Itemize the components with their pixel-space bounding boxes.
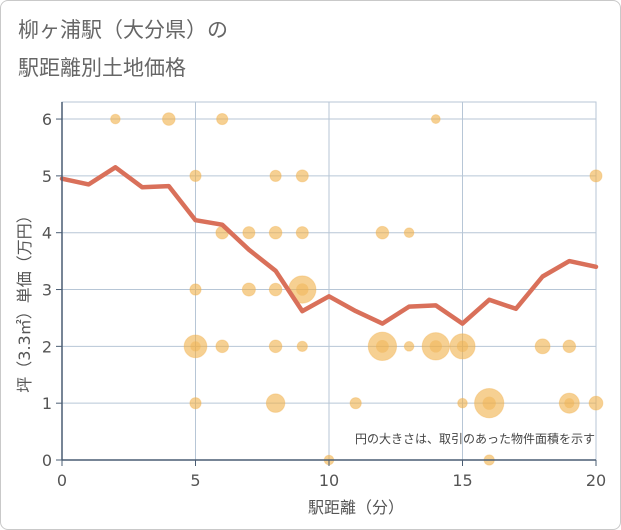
bubble-point: [269, 169, 282, 182]
bubble-point: [375, 225, 390, 240]
bubble-point: [430, 114, 441, 124]
bubble-point: [295, 169, 309, 183]
y-tick-label: 0: [42, 451, 52, 470]
bubble-point: [268, 282, 283, 297]
bubble-point: [296, 340, 308, 352]
bubble-point: [216, 112, 229, 126]
bubble-point-inner: [429, 340, 442, 353]
bubble-point: [183, 334, 208, 359]
bubble-point: [110, 113, 121, 125]
bubble-point-inner: [190, 341, 201, 352]
y-tick-label: 1: [42, 394, 52, 413]
grid-layer: [61, 101, 597, 461]
bubble-point: [349, 397, 362, 410]
bubble-point: [588, 395, 604, 411]
bubble-point: [558, 392, 580, 414]
y-tick-label: 4: [42, 224, 52, 243]
trend-line-layer: [59, 165, 599, 326]
bubble-point: [367, 331, 398, 362]
y-axis-label: 坪（3.3㎡）単価（万円）: [15, 207, 34, 392]
x-tick-label: 20: [586, 471, 606, 490]
y-tick-label: 6: [42, 110, 52, 129]
bubble-point: [268, 339, 283, 354]
bubble-point: [421, 332, 450, 361]
size-note: 円の大きさは、取引のあった物件面積を示す: [355, 431, 595, 446]
bubble-point-inner: [482, 396, 496, 410]
bubble-point: [534, 338, 551, 355]
bubble-point: [449, 333, 476, 360]
bubble-point-inner: [376, 339, 389, 353]
bubble-point: [403, 227, 415, 238]
chart-title-line-2: 駅距離別土地価格: [18, 56, 186, 80]
bubble-point: [457, 397, 468, 409]
x-axis-label: 駅距離（分）: [308, 498, 404, 517]
axis-layer: 0 1 2 3 4 5 6 0 5 10 15 20: [42, 102, 606, 490]
bubble-point: [189, 397, 202, 410]
bubble-point-inner: [564, 398, 575, 409]
bubble-point-inner: [456, 340, 469, 353]
bubble-point: [295, 226, 309, 240]
y-tick-label: 5: [42, 167, 52, 186]
bubble-point: [162, 112, 176, 126]
x-tick-label: 0: [57, 471, 67, 490]
bubble-point: [241, 282, 256, 297]
average-price-line: [59, 165, 599, 326]
bubble-point-inner: [296, 283, 309, 296]
bubble-point: [589, 169, 603, 183]
bubble-point: [474, 388, 505, 419]
bubble-point: [265, 393, 286, 413]
bubble-layer: [110, 112, 604, 466]
y-tick-label: 3: [42, 281, 52, 300]
bubble-point: [189, 283, 202, 296]
x-tick-label: 5: [190, 471, 200, 490]
chart-title-line-1: 柳ヶ浦駅（大分県）の: [18, 18, 228, 42]
bubble-point: [403, 341, 415, 352]
bubble-point: [242, 226, 256, 240]
bubble-point: [215, 339, 229, 354]
bubble-point: [268, 225, 283, 240]
x-tick-label: 10: [319, 471, 339, 490]
x-tick-label: 15: [452, 471, 472, 490]
bubble-point: [189, 169, 202, 182]
bubble-point: [562, 339, 577, 354]
y-tick-label: 2: [42, 337, 52, 356]
